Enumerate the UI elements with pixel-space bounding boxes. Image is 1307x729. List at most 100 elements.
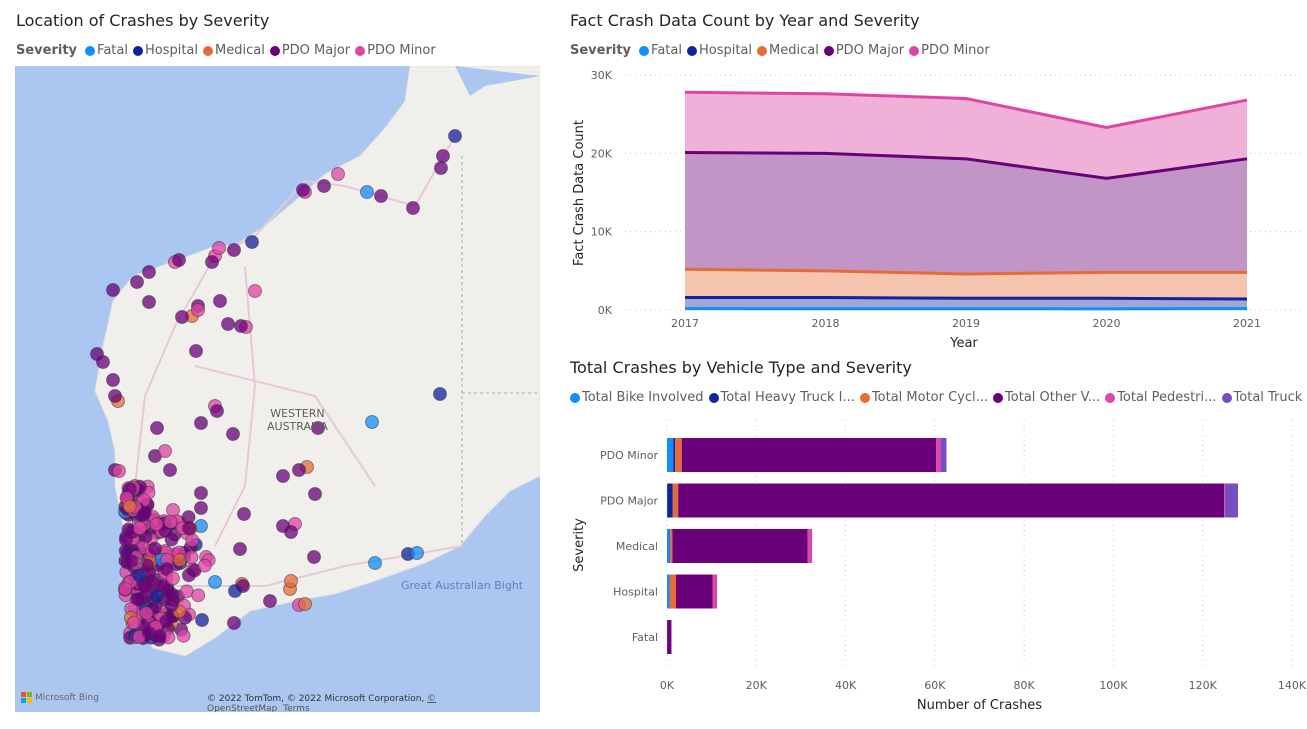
legend-item[interactable]: PDO Minor <box>355 43 436 58</box>
legend-item[interactable]: Total Other V... <box>993 390 1100 405</box>
legend-dot-icon <box>757 45 768 56</box>
legend-item[interactable]: Medical <box>203 43 265 58</box>
crash-point <box>365 415 379 429</box>
area-legend: Severity Fatal Hospital Medical PDO Major PD… <box>570 43 995 58</box>
map-visual[interactable]: WESTERN AUSTRALIA Great Australian Bight… <box>15 66 540 712</box>
crash-point <box>136 507 151 522</box>
crash-point <box>176 628 191 643</box>
legend-item[interactable]: Hospital <box>132 43 198 58</box>
line-pdo-major <box>684 151 1248 180</box>
bar-segment <box>940 438 947 472</box>
bar-segment <box>669 574 676 609</box>
x-tick-label: 20K <box>746 679 768 692</box>
terms-link[interactable]: Terms <box>283 704 310 712</box>
legend-item[interactable]: PDO Major <box>823 43 905 58</box>
bar-segment <box>681 438 937 472</box>
legend-label: PDO Major <box>281 43 351 58</box>
legend-label: PDO Major <box>835 43 905 58</box>
legend-label: Total Truck I... <box>1233 390 1307 405</box>
x-tick-label: 80K <box>1014 679 1036 692</box>
legend-label: Total Heavy Truck I... <box>720 390 855 405</box>
crash-point <box>122 499 137 514</box>
crash-point <box>131 592 146 607</box>
legend-item[interactable]: Total Motor Cycl... <box>859 390 988 405</box>
crash-point <box>106 283 120 297</box>
bar-chart-title: Total Crashes by Vehicle Type and Severi… <box>570 358 912 377</box>
legend-item[interactable]: PDO Minor <box>909 43 990 58</box>
bar-segment <box>667 483 668 518</box>
bar-segment <box>667 438 674 472</box>
legend-label: Medical <box>769 43 819 58</box>
x-tick-label: 2017 <box>671 317 699 330</box>
crash-point <box>130 275 144 289</box>
x-axis-title: Year <box>949 336 978 351</box>
legend-item[interactable]: Total Bike Involved <box>570 390 704 405</box>
crash-point <box>410 546 424 560</box>
legend-item[interactable]: Fatal <box>639 43 682 58</box>
legend-label: Total Other V... <box>1005 390 1101 405</box>
legend-title: Severity <box>16 43 78 58</box>
crash-point <box>112 464 126 478</box>
bing-logo: Microsoft Bing <box>21 692 99 703</box>
crash-point <box>158 444 172 458</box>
y-axis-title: Severity <box>572 518 587 572</box>
area-pdo-minor <box>685 92 1247 179</box>
map-label-region: WESTERN AUSTRALIA <box>267 407 328 433</box>
legend-title: Severity <box>570 43 632 58</box>
category-label: PDO Minor <box>600 449 659 462</box>
crash-point <box>331 167 345 181</box>
x-tick-label: 2019 <box>952 317 980 330</box>
crash-point <box>307 550 321 564</box>
crash-point <box>184 550 199 565</box>
crash-point <box>132 568 147 583</box>
legend-label: Medical <box>215 43 265 58</box>
crash-point <box>149 517 164 532</box>
bar-segment <box>716 574 718 609</box>
crash-point <box>228 584 242 598</box>
y-tick-label: 30K <box>591 69 613 82</box>
osm-link[interactable]: © OpenStreetMap <box>207 694 437 712</box>
x-tick-label: 0K <box>660 679 675 692</box>
bar-segment <box>675 438 682 472</box>
category-label: Medical <box>616 540 658 553</box>
map-canvas[interactable] <box>15 66 540 712</box>
legend-item[interactable]: Total Truck I... <box>1221 390 1307 405</box>
crash-point <box>245 235 259 249</box>
bar-segment <box>669 529 671 563</box>
crash-point <box>172 553 187 568</box>
bar-segment <box>678 483 1225 518</box>
y-tick-label: 10K <box>591 226 613 239</box>
crash-point <box>185 533 200 548</box>
legend-dot-icon <box>570 392 580 403</box>
legend-item[interactable]: Total Pedestri... <box>1105 390 1217 405</box>
legend-item[interactable]: Fatal <box>85 43 128 58</box>
crash-point <box>406 201 420 215</box>
legend-item[interactable]: PDO Major <box>269 43 351 58</box>
crash-point <box>227 616 241 630</box>
legend-item[interactable]: Hospital <box>686 43 753 58</box>
crash-point <box>197 558 212 573</box>
bar-segment <box>667 620 671 654</box>
bar-segment <box>675 574 713 609</box>
legend-dot-icon <box>686 45 697 56</box>
legend-item[interactable]: Total Heavy Truck I... <box>708 390 855 405</box>
category-label: Fatal <box>632 631 658 644</box>
crash-point <box>163 514 178 529</box>
crash-point <box>292 463 306 477</box>
crash-point <box>152 629 167 644</box>
x-tick-label: 2018 <box>812 317 840 330</box>
bar-segment <box>667 483 673 518</box>
legend-dot-icon <box>355 45 366 56</box>
legend-label: Hospital <box>698 43 753 58</box>
map-label-city: P <box>136 556 145 572</box>
legend-label: Fatal <box>651 43 682 58</box>
crash-point <box>127 615 142 630</box>
legend-item[interactable]: Medical <box>757 43 819 58</box>
legend-dot-icon <box>269 45 280 56</box>
crash-point <box>181 510 196 525</box>
crash-point <box>142 265 156 279</box>
x-tick-label: 60K <box>924 679 946 692</box>
crash-point <box>191 588 206 603</box>
crash-point <box>194 416 208 430</box>
x-tick-label: 2020 <box>1093 317 1121 330</box>
